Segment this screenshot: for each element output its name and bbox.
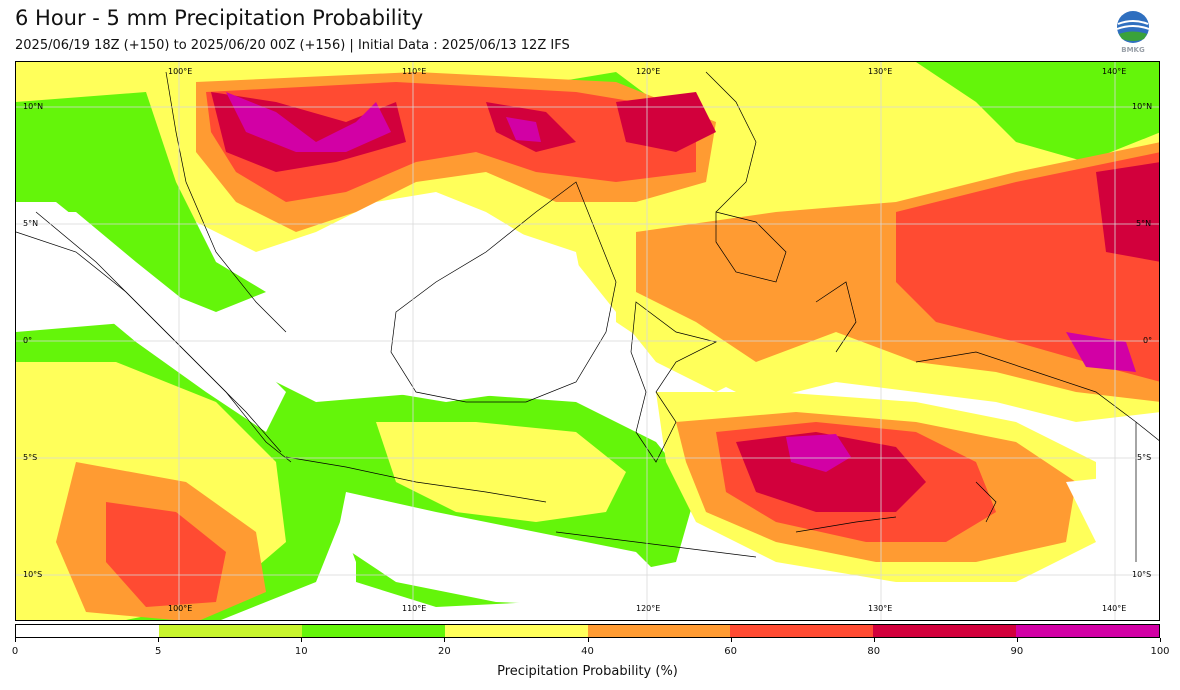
lat-label-left-4: 5°S	[23, 453, 38, 462]
field-green-northwest	[16, 92, 266, 312]
lon-label-bottom-5: 140°E	[1102, 604, 1127, 613]
colorbar-tick-mark	[730, 638, 732, 642]
coast-nusa-tenggara	[555, 531, 757, 558]
lat-label-left-5: 10°S	[23, 570, 43, 579]
field-red-southwest	[106, 502, 226, 607]
field-red-east	[896, 152, 1159, 382]
coast-malay-peninsula	[165, 71, 287, 333]
lon-label-bottom-1: 100°E	[168, 604, 193, 613]
lon-label-top-2: 110°E	[402, 67, 427, 76]
colorbar-tick-mark	[1160, 638, 1161, 642]
precipitation-map: 100°E 110°E 120°E 130°E 140°E 100°E 110°…	[15, 61, 1160, 621]
colorbar-segment	[587, 625, 731, 637]
map-canvas	[16, 62, 1159, 620]
map-subtitle: 2025/06/19 18Z (+150) to 2025/06/20 00Z …	[15, 38, 570, 53]
lat-label-right-2: 5°N	[1136, 219, 1152, 228]
coast-papua	[915, 351, 1159, 562]
lat-label-left-1: 10°N	[23, 102, 44, 111]
lon-label-bottom-3: 120°E	[636, 604, 661, 613]
lat-label-right-1: 10°N	[1132, 102, 1153, 111]
coastlines	[16, 71, 1159, 562]
colorbar-segment	[444, 625, 588, 637]
field-red-scs	[206, 82, 696, 202]
colorbar-tick-label: 80	[867, 646, 881, 657]
colorbar-segment	[16, 625, 159, 637]
map-title: 6 Hour - 5 mm Precipitation Probability	[15, 6, 424, 30]
lon-label-top-3: 120°E	[636, 67, 661, 76]
colorbar-tick-label: 10	[294, 646, 308, 657]
field-crimson-east	[1096, 162, 1159, 262]
graticule	[16, 62, 1159, 620]
coast-borneo	[390, 181, 617, 403]
coast-halmahera	[815, 281, 857, 353]
coast-timor	[795, 516, 897, 533]
lon-label-top-1: 100°E	[168, 67, 193, 76]
lon-label-bottom-4: 130°E	[868, 604, 893, 613]
field-magenta-east	[1066, 332, 1136, 372]
coast-aru	[975, 481, 997, 523]
colorbar-label: Precipitation Probability (%)	[497, 664, 678, 679]
colorbar-segment	[1016, 625, 1159, 637]
coast-java	[285, 456, 547, 503]
colorbar-segment	[873, 625, 1017, 637]
coast-sumatra-south	[35, 211, 282, 453]
lat-label-right-3: 0°	[1143, 336, 1153, 345]
colorbar-tick-mark	[158, 638, 160, 642]
lon-label-top-4: 130°E	[868, 67, 893, 76]
colorbar-tick-label: 5	[154, 646, 162, 657]
field-green-northeast	[916, 62, 1159, 162]
lon-label-top-5: 140°E	[1102, 67, 1127, 76]
dry-sumatra	[16, 212, 286, 432]
dry-borneo	[286, 232, 586, 402]
colorbar-tick-label: 0	[11, 646, 19, 657]
coast-philippines-luzon	[705, 71, 757, 213]
coast-mindanao	[715, 211, 787, 283]
field-magenta-banda	[786, 434, 851, 472]
colorbar-tick-mark	[15, 638, 16, 642]
field-magenta-scs	[226, 92, 391, 152]
colorbar-tick-mark	[1016, 638, 1018, 642]
colorbar-tick-label: 20	[438, 646, 451, 657]
colorbar-tick-mark	[587, 638, 589, 642]
colorbar-tick-label: 40	[581, 646, 594, 657]
colorbar-segment	[158, 625, 302, 637]
bmkg-logo: BMKG	[1114, 10, 1152, 54]
lon-label-bottom-2: 110°E	[402, 604, 427, 613]
colorbar-tick-mark	[873, 638, 875, 642]
field-crimson-banda	[736, 432, 926, 512]
lat-label-right-4: 5°S	[1137, 453, 1152, 462]
field-yellow-java-sea	[376, 422, 626, 522]
colorbar-segment	[301, 625, 445, 637]
lat-label-left-3: 0°	[23, 336, 33, 345]
lat-label-left-2: 5°N	[23, 219, 39, 228]
colorbar-tick-mark	[444, 638, 446, 642]
logo-text: BMKG	[1121, 46, 1145, 54]
colorbar-tick-label: 90	[1010, 646, 1024, 657]
colorbar-tick-mark	[301, 638, 303, 642]
field-magenta-scs-east	[506, 117, 541, 142]
colorbar-segment	[730, 625, 874, 637]
coast-sulawesi	[630, 301, 718, 463]
dry-java-south	[336, 492, 676, 607]
lat-label-right-5: 10°S	[1132, 570, 1152, 579]
colorbar-tick-label: 100	[1150, 646, 1170, 657]
colorbar-tick-label: 60	[724, 646, 737, 657]
colorbar	[15, 624, 1160, 638]
